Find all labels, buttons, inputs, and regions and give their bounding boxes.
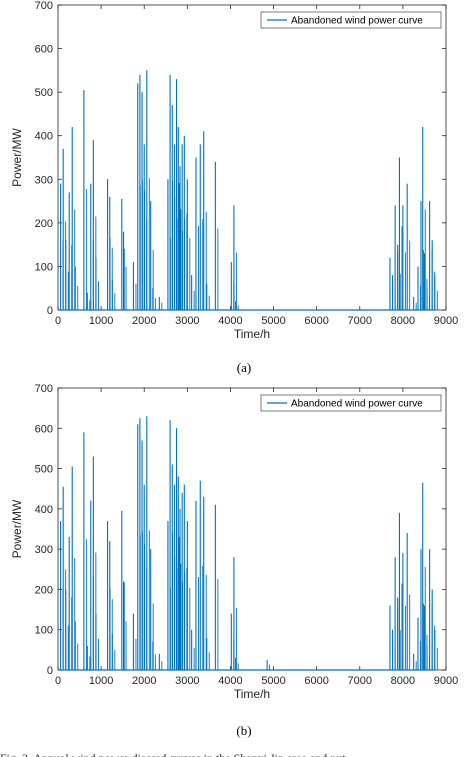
y-axis-label: Power/MW — [10, 127, 24, 186]
x-tick-label: 6000 — [304, 315, 328, 327]
chart-panel-a: 0 1000 2000 3000 4000 5000 6000 7000 8000 9000 0 10… — [10, 0, 458, 375]
x-tick-label: 2000 — [132, 315, 156, 327]
y-tick-label: 300 — [35, 544, 53, 556]
series-0 — [60, 70, 438, 311]
x-tick-label: 1000 — [89, 675, 113, 687]
y-tick-label: 600 — [35, 423, 53, 435]
y-tick-label: 700 — [35, 0, 53, 12]
x-tick-label: 3000 — [175, 675, 199, 687]
x-tick-label: 7000 — [348, 675, 372, 687]
panel-label: (a) — [237, 360, 251, 375]
y-tick-label: 300 — [35, 174, 53, 186]
x-tick-label: 5000 — [261, 315, 285, 327]
legend-box — [260, 11, 442, 29]
series-0 — [60, 416, 438, 671]
legend-label: Abandoned wind power curve — [291, 399, 423, 410]
x-axis-label: Time/h — [234, 687, 270, 701]
x-axis-label: Time/h — [234, 327, 270, 341]
legend-label: Abandoned wind power curve — [291, 16, 423, 27]
y-axis-label: Power/MW — [10, 499, 24, 558]
chart-panel-b: 0 1000 2000 3000 4000 5000 6000 7000 8000 9000 0 10… — [10, 383, 458, 738]
y-tick-label: 500 — [35, 464, 53, 476]
figure-caption: Fig. 2. Annual wind power discard curves… — [0, 751, 346, 757]
x-tick-label: 3000 — [175, 315, 199, 327]
x-tick-label: 4000 — [218, 315, 242, 327]
y-tick-label: 0 — [47, 305, 53, 317]
x-tick-label: 8000 — [391, 675, 415, 687]
x-tick-label: 0 — [55, 675, 61, 687]
plot-area — [57, 387, 447, 671]
x-tick-label: 0 — [55, 315, 61, 327]
y-tick-label: 400 — [35, 131, 53, 143]
x-tick-label: 4000 — [218, 675, 242, 687]
x-tick-label: 2000 — [132, 675, 156, 687]
x-tick-label: 9000 — [434, 675, 458, 687]
y-tick-label: 200 — [35, 584, 53, 596]
x-tick-label: 8000 — [391, 315, 415, 327]
y-tick-label: 600 — [35, 44, 53, 56]
y-tick-label: 0 — [47, 665, 53, 677]
y-tick-label: 400 — [35, 504, 53, 516]
x-tick-label: 9000 — [434, 315, 458, 327]
y-tick-label: 700 — [35, 383, 53, 395]
x-tick-label: 1000 — [89, 315, 113, 327]
x-tick-label: 7000 — [348, 315, 372, 327]
legend-box — [260, 394, 442, 412]
plot-area — [57, 4, 447, 311]
x-tick-label: 6000 — [304, 675, 328, 687]
panel-label: (b) — [236, 723, 251, 738]
y-tick-label: 200 — [35, 218, 53, 230]
y-tick-label: 100 — [35, 261, 53, 273]
x-tick-label: 5000 — [261, 675, 285, 687]
y-tick-label: 500 — [35, 87, 53, 99]
y-tick-label: 100 — [35, 625, 53, 637]
